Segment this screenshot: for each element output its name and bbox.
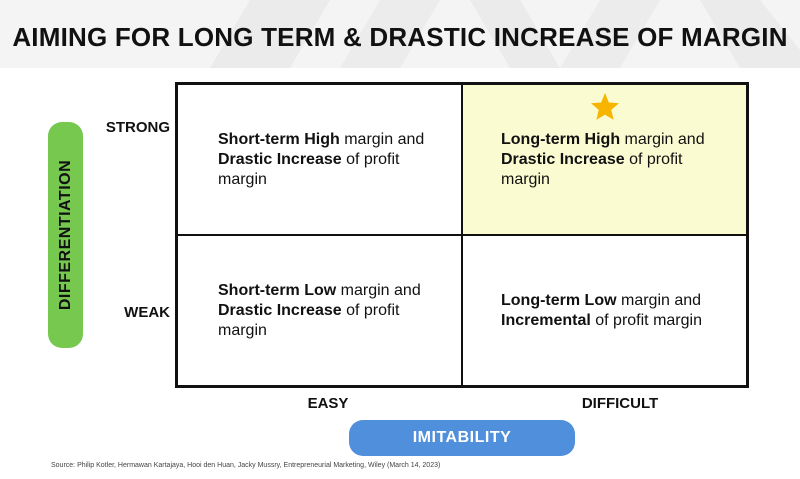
quadrant-bottom-right-bold2: Incremental — [501, 311, 591, 329]
quadrant-top-right-bold2: Drastic Increase — [501, 150, 625, 168]
quadrant-bottom-right-text2: of profit margin — [590, 311, 702, 329]
differentiation-axis-label: DIFFERENTIATION — [56, 159, 74, 311]
y-axis-weak-label: WEAK — [124, 304, 170, 321]
quadrant-top-right: Long-term High margin and Drastic Increa… — [462, 85, 746, 235]
x-axis-easy-label: EASY — [307, 395, 349, 412]
quadrant-bottom-right: Long-term Low margin and Incremental of … — [462, 235, 746, 385]
header-background-pattern — [210, 0, 800, 68]
source-citation: Source: Philip Kotler, Hermawan Kartajay… — [51, 462, 441, 469]
quadrant-top-right-text1: margin and — [620, 130, 705, 148]
quadrant-top-left-text: Short-term High margin and Drastic Incre… — [218, 130, 441, 190]
quadrant-bottom-left-text1: margin and — [336, 281, 421, 299]
quadrant-top-right-bold1: Long-term High — [501, 130, 621, 148]
matrix-grid: Short-term High margin and Drastic Incre… — [175, 82, 749, 388]
x-axis-difficult-label: DIFFICULT — [581, 395, 659, 412]
differentiation-axis-pill: DIFFERENTIATION — [48, 122, 83, 348]
quadrant-bottom-left-bold2: Drastic Increase — [218, 301, 342, 319]
page-title: AIMING FOR LONG TERM & DRASTIC INCREASE … — [12, 22, 788, 52]
star-icon — [591, 93, 619, 120]
quadrant-top-left-text2: of profit margin — [218, 150, 400, 188]
y-axis-strong-label: STRONG — [105, 119, 170, 136]
quadrant-top-left-text1: margin and — [339, 130, 425, 148]
quadrant-top-left-bold1: Short-term High — [218, 130, 340, 148]
quadrant-top-right-text: Long-term High margin and Drastic Increa… — [501, 130, 726, 190]
quadrant-bottom-right-text1: margin and — [616, 291, 702, 309]
imitability-axis-pill: IMITABILITY — [349, 420, 575, 456]
quadrant-bottom-right-bold1: Long-term Low — [501, 291, 617, 309]
header-band: AIMING FOR LONG TERM & DRASTIC INCREASE … — [0, 0, 800, 68]
imitability-axis-label: IMITABILITY — [412, 429, 512, 446]
quadrant-bottom-left-text: Short-term Low margin and Drastic Increa… — [218, 281, 441, 341]
quadrant-top-right-text2: of profit margin — [501, 150, 683, 188]
quadrant-top-left-bold2: Drastic Increase — [218, 150, 342, 168]
quadrant-bottom-right-text: Long-term Low margin and Incremental of … — [501, 291, 726, 331]
quadrant-bottom-left-text2: of profit margin — [218, 301, 400, 339]
quadrant-bottom-left-bold1: Short-term Low — [218, 281, 337, 299]
quadrant-top-left: Short-term High margin and Drastic Incre… — [178, 85, 462, 235]
quadrant-bottom-left: Short-term Low margin and Drastic Increa… — [178, 235, 462, 385]
